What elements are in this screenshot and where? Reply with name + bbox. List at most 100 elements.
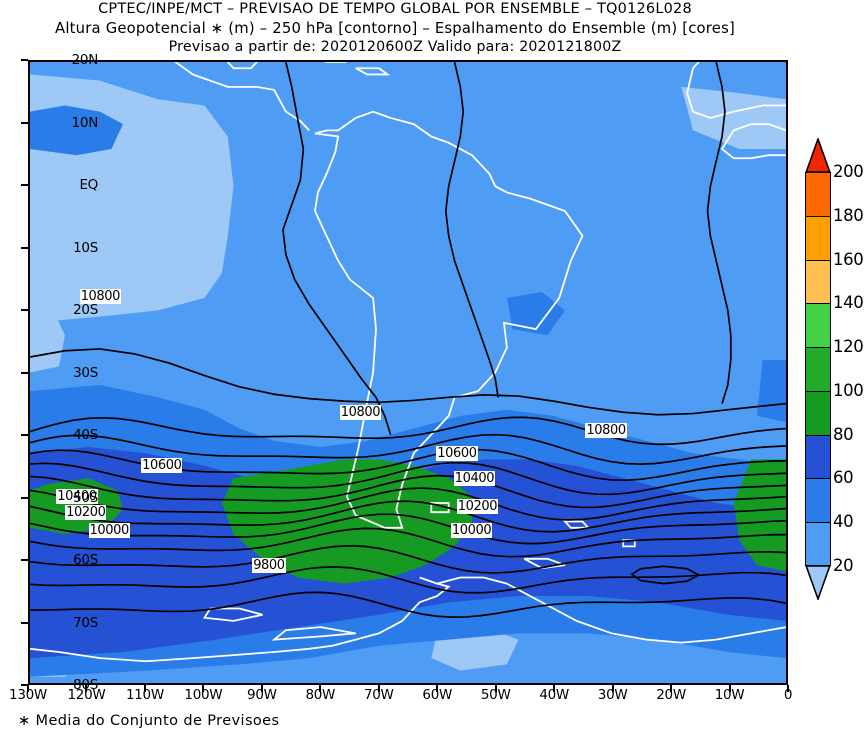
x-tick-mark [611,685,614,692]
x-tick-mark [670,685,673,692]
y-tick-mark [21,371,28,374]
contour-label: 10800 [339,405,382,420]
colorbar-segment [805,478,831,523]
colorbar-tick-label: 100 [833,380,864,400]
y-tick-mark [21,434,28,436]
height-contour-10300 [30,474,786,509]
spread-band-40-60 [506,291,565,336]
height-contour-9900 [30,527,786,558]
x-tick-mark [202,685,205,692]
colorbar-segment [805,434,831,479]
colorbar-tick-label: 180 [833,205,864,225]
x-axis-label: 80W [305,687,336,703]
y-axis-label: 60S [73,552,98,568]
colorbar-segment [805,303,831,348]
height-contour-10700 [30,416,786,446]
height-contour-10400 [30,461,786,496]
coastline-antarctica-east [436,576,786,644]
spread-band-40-60 [30,105,124,156]
x-tick-mark [553,685,556,692]
coastline-antarctica-west [30,576,451,663]
y-tick-mark [21,59,28,61]
contour-label: 10600 [141,458,183,474]
height-contour-trough-east [444,62,499,398]
y-tick-mark [21,684,28,686]
colorbar-tick-label: 40 [833,512,854,532]
x-axis-label: 0 [783,687,793,703]
x-axis-label: 10W [714,687,745,703]
x-tick-mark [319,685,322,692]
x-axis-label: 60W [422,687,453,703]
x-tick-mark [143,685,146,692]
y-tick-mark [21,121,28,124]
colorbar-segment [805,172,831,216]
contour-label: 10200 [456,498,499,514]
y-axis-label: 30S [73,364,98,381]
y-tick-mark [21,184,28,186]
coastline-africa-nw [686,62,786,119]
coastline-hispaniola [355,67,391,76]
colorbar-segment [805,522,831,566]
coastline-alexander [202,607,263,622]
height-contour-10000 [30,513,786,545]
coastline-south-america [314,110,584,529]
height-contour-9800 [30,544,786,574]
y-axis-label: 10N [71,114,99,131]
x-tick-mark [728,685,731,692]
contour-label: 10000 [450,522,493,538]
y-axis-label: EQ [79,177,98,193]
coastline-africa-guinea [720,123,786,160]
chart-title-block: CPTEC/INPE/MCT – PREVISAO DE TEMPO GLOBA… [0,0,790,57]
colorbar-segment-under [805,565,831,602]
height-contour-10800 [30,348,786,416]
height-contour-10200 [30,487,786,521]
y-axis-label: 10S [73,239,98,256]
colorbar-tick-label: 80 [833,424,854,444]
colorbar-segment-over [805,136,831,173]
coastline-south-orkney [523,557,566,570]
height-contour-closed-low [630,565,701,585]
y-axis-label: 70S [73,614,98,631]
y-tick-mark [21,309,28,311]
y-tick-mark [21,621,28,624]
coastline-ice-shelf [271,626,356,641]
height-contour-10100 [30,500,786,533]
title-line-1: CPTEC/INPE/MCT – PREVISAO DE TEMPO GLOBA… [98,1,692,17]
x-tick-mark [27,685,29,692]
x-axis-label: 50W [480,687,511,703]
map-plot-area: 10800 10800 10800 10600 10600 10400 10400 10200… [28,60,788,685]
y-axis-label: 20S [73,302,98,318]
colorbar-tick-label: 60 [833,468,854,488]
contour-label: 10400 [56,489,98,505]
footnote: ∗ Media do Conjunto de Previsoes [18,713,280,729]
x-axis-label: 70W [363,687,394,703]
y-axis-label: 50S [73,489,98,506]
height-contour-trough-atlantic [706,62,732,404]
x-axis-label: 20W [656,687,686,703]
contour-label: 9800 [252,558,286,574]
colorbar-segment [805,347,831,391]
spread-band-under20 [681,86,786,149]
y-tick-mark [21,496,28,499]
coastline-central-america [174,62,310,131]
x-axis-label: 30W [597,687,628,703]
x-axis-label: 110W [125,687,164,703]
coastline-falklands [430,502,450,514]
colorbar-tick-label: 120 [833,337,864,357]
x-axis-label: 90W [247,687,277,703]
colorbar-segment [805,215,831,260]
contour-label: 10200 [65,505,107,520]
x-tick-mark [436,685,439,692]
title-line-3: Previsao a partir de: 2020120600Z Valido… [168,39,622,55]
x-axis-label: 120W [67,687,106,703]
x-axis-label: 130W [9,687,47,703]
title-line-2: Altura Geopotencial ∗ (m) – 250 hPa [con… [55,20,735,37]
colorbar [805,136,831,602]
y-axis-label: 20N [71,52,99,68]
colorbar-tick-label: 160 [833,249,864,269]
contour-label: 10000 [88,522,130,538]
coastline-gulf [226,62,259,70]
contour-label: 10600 [436,445,478,461]
colorbar-segment [805,390,831,435]
y-tick-mark [21,559,28,561]
